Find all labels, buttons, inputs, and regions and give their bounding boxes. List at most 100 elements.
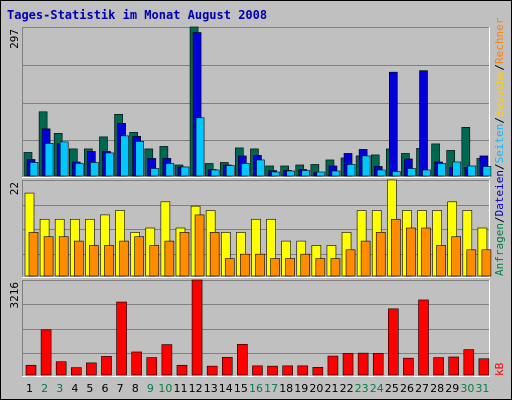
- x-tick-label-28: 28: [430, 382, 444, 395]
- bar-seiten-day-10: [165, 163, 175, 177]
- bar-kb-day-19: [297, 365, 309, 376]
- bar-rechner-day-7: [119, 240, 129, 277]
- bar-kb-day-9: [146, 357, 158, 376]
- bar-rechner-day-23: [360, 240, 371, 277]
- bar-rechner-day-3: [58, 236, 69, 277]
- bar-seiten-day-25: [392, 171, 401, 177]
- bar-kb-day-27: [418, 299, 429, 376]
- bar-kb-day-18: [282, 365, 293, 376]
- bar-rechner-day-13: [209, 232, 220, 277]
- bar-kb-day-23: [357, 352, 369, 376]
- x-tick-label-27: 27: [415, 382, 429, 395]
- x-tick-label-13: 13: [204, 382, 218, 395]
- bar-rechner-day-30: [466, 249, 477, 277]
- bar-kb-day-21: [327, 355, 339, 376]
- bar-rechner-day-12: [194, 214, 205, 277]
- bar-seiten-day-5: [90, 162, 99, 177]
- x-tick-label-23: 23: [355, 382, 369, 395]
- bar-seiten-day-7: [120, 135, 129, 177]
- legend-top-item-3: /: [493, 163, 506, 170]
- bar-seiten-day-18: [286, 170, 295, 177]
- bar-rechner-day-11: [179, 232, 190, 277]
- bar-kb-day-5: [86, 362, 97, 376]
- legend-top-item-8: Rechner: [493, 17, 506, 64]
- bar-rechner-day-14: [224, 258, 235, 277]
- bar-rechner-day-8: [134, 236, 144, 277]
- x-tick-label-22: 22: [340, 382, 354, 395]
- bar-kb-day-8: [131, 351, 142, 376]
- bar-kb-day-29: [448, 356, 460, 376]
- x-tick-label-14: 14: [219, 382, 233, 395]
- bar-rechner-day-31: [481, 249, 492, 277]
- x-tick-label-4: 4: [71, 382, 78, 395]
- bar-seiten-day-24: [376, 169, 386, 177]
- bar-seiten-day-30: [467, 165, 477, 177]
- bar-kb-day-3: [55, 361, 67, 376]
- bar-seiten-day-29: [452, 161, 462, 177]
- bar-rechner-day-19: [300, 253, 311, 277]
- bar-rechner-day-4: [73, 240, 84, 277]
- legend-top-item-5: /: [493, 117, 506, 124]
- bar-seiten-day-9: [150, 168, 160, 177]
- x-tick-label-16: 16: [249, 382, 263, 395]
- bar-seiten-day-8: [135, 141, 144, 177]
- bar-seiten-day-1: [29, 162, 39, 177]
- bar-kb-day-2: [40, 329, 52, 376]
- x-tick-label-17: 17: [264, 382, 278, 395]
- bar-rechner-day-26: [406, 227, 416, 277]
- bar-rechner-day-9: [149, 245, 160, 277]
- bar-rechner-day-25: [391, 218, 401, 277]
- bar-kb-day-10: [161, 344, 173, 376]
- bar-rechner-day-20: [315, 258, 326, 277]
- legend-bottom: kB: [493, 362, 506, 376]
- bar-kb-day-26: [403, 357, 414, 376]
- bar-kb-day-1: [25, 364, 37, 376]
- bar-seiten-day-27: [422, 169, 431, 177]
- bar-seiten-day-11: [180, 166, 190, 177]
- bar-dateien-day-27: [419, 70, 428, 177]
- x-tick-label-3: 3: [56, 382, 63, 395]
- bar-rechner-day-27: [421, 227, 431, 277]
- bar-seiten-day-28: [437, 163, 446, 177]
- x-tick-label-20: 20: [309, 382, 323, 395]
- bar-seiten-day-22: [346, 164, 356, 177]
- bar-seiten-day-12: [195, 117, 205, 177]
- x-tick-label-5: 5: [86, 382, 93, 395]
- x-tick-label-30: 30: [460, 382, 474, 395]
- bar-rechner-day-1: [28, 232, 39, 277]
- x-tick-label-26: 26: [400, 382, 414, 395]
- x-tick-label-11: 11: [174, 382, 188, 395]
- bar-rechner-day-15: [240, 253, 250, 277]
- legend-top-item-0: Anfragen: [493, 223, 506, 276]
- legend-top-item-2: Dateien: [493, 170, 506, 216]
- x-tick-label-2: 2: [41, 382, 48, 395]
- bar-kb-day-20: [312, 367, 324, 376]
- bar-kb-day-6: [101, 356, 112, 376]
- x-tick-label-21: 21: [324, 382, 338, 395]
- legend-bottom-item-0: kB: [493, 362, 506, 376]
- bar-seiten-day-21: [331, 170, 341, 177]
- bar-kb-day-22: [342, 353, 354, 376]
- bar-kb-day-13: [206, 365, 218, 376]
- legend-top-item-7: /: [493, 64, 506, 71]
- legend-top-item-4: Seiten: [493, 124, 506, 164]
- panel-3-ymax-label: 3216: [8, 282, 21, 309]
- bar-seiten-day-17: [271, 171, 280, 177]
- x-tick-label-18: 18: [279, 382, 293, 395]
- x-tick-label-12: 12: [189, 382, 203, 395]
- bar-kb-day-25: [388, 308, 399, 376]
- bar-rechner-day-18: [285, 258, 295, 277]
- x-tick-label-25: 25: [385, 382, 399, 395]
- bar-seiten-day-26: [407, 168, 416, 177]
- bar-seiten-day-6: [105, 152, 114, 177]
- bar-kb-day-14: [221, 356, 233, 376]
- bar-kb-day-16: [252, 365, 263, 376]
- bar-rechner-day-6: [104, 245, 114, 277]
- bar-rechner-day-22: [345, 249, 356, 277]
- bar-rechner-day-28: [436, 245, 446, 277]
- bar-rechner-day-16: [255, 253, 265, 277]
- bar-kb-day-24: [372, 353, 384, 376]
- x-tick-label-1: 1: [26, 382, 33, 395]
- bar-rechner-day-5: [89, 245, 99, 277]
- bar-rechner-day-10: [164, 240, 175, 277]
